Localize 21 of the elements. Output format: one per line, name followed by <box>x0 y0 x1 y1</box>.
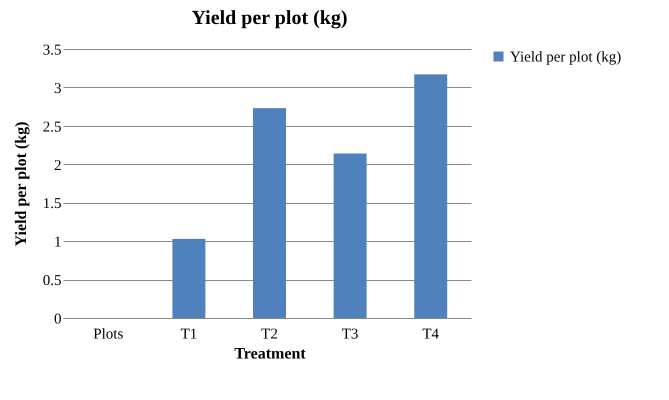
y-tick-label: 1 <box>54 234 62 251</box>
y-tick-label: 3.5 <box>42 42 62 58</box>
y-tick-label: 2 <box>54 158 62 174</box>
x-tick-label: T1 <box>180 326 198 342</box>
x-tick-label: T4 <box>422 326 440 342</box>
x-tick-label: T3 <box>342 326 358 342</box>
y-tick-label: 0.5 <box>42 273 62 290</box>
y-tick-label: 2.5 <box>42 119 62 136</box>
y-tick-label: 1.5 <box>42 196 62 212</box>
legend-label: Yield per plot (kg) <box>510 50 622 66</box>
y-axis-title: Yield per plot (kg) <box>12 122 30 246</box>
x-tick-label: T2 <box>261 326 278 342</box>
bar <box>253 108 286 318</box>
x-axis-title: Treatment <box>234 346 306 362</box>
bar <box>414 74 448 318</box>
y-tick-label: 3 <box>54 80 62 97</box>
bar <box>334 154 367 318</box>
chart-title: Yield per plot (kg) <box>191 7 348 29</box>
y-tick-label: 0 <box>54 312 62 328</box>
x-tick-label: Plots <box>93 326 124 342</box>
bar <box>172 238 206 318</box>
